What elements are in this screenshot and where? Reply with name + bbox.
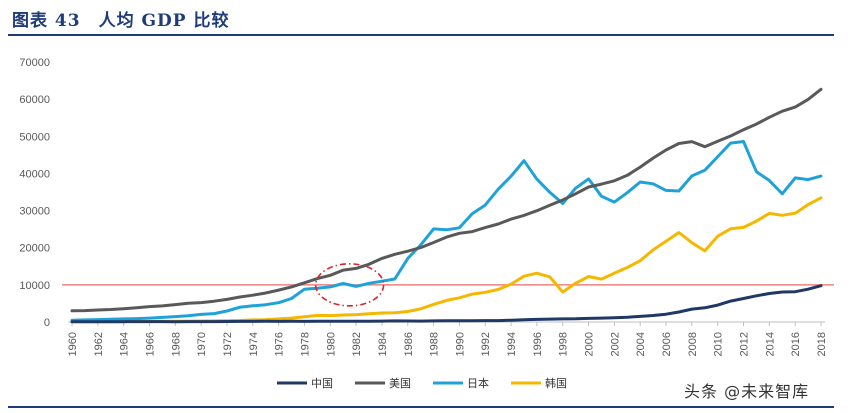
x-tick-label: 1984 bbox=[377, 332, 389, 356]
legend-label: 韩国 bbox=[545, 376, 567, 390]
y-axis: 0 10000 20000 30000 40000 50000 60000 70000 bbox=[19, 57, 50, 329]
x-tick-label: 1992 bbox=[480, 332, 492, 356]
series-line-usa bbox=[70, 87, 823, 313]
x-tick-label: 2004 bbox=[635, 332, 647, 356]
highlight-ellipse bbox=[314, 263, 385, 307]
legend-label: 美国 bbox=[389, 377, 411, 390]
x-tick-label: 1998 bbox=[558, 332, 570, 356]
chart-title: 图表 43 人均 GDP 比较 bbox=[12, 11, 230, 31]
x-tick-label: 1978 bbox=[299, 332, 311, 356]
x-tick-label: 1964 bbox=[119, 332, 131, 356]
y-tick-label: 70000 bbox=[19, 57, 50, 69]
series-line-china bbox=[70, 284, 823, 324]
x-tick-label: 1968 bbox=[170, 332, 182, 356]
x-tick-label: 2008 bbox=[687, 332, 699, 356]
x-tick-label: 1966 bbox=[144, 332, 156, 356]
x-tick-label: 1990 bbox=[454, 332, 466, 356]
x-tick-label: 1994 bbox=[506, 332, 518, 356]
y-tick-label: 30000 bbox=[19, 206, 50, 218]
x-tick-label: 2012 bbox=[739, 332, 751, 356]
y-tick-label: 20000 bbox=[19, 243, 50, 255]
y-tick-label: 40000 bbox=[19, 168, 50, 180]
x-tick-label: 2010 bbox=[713, 332, 725, 356]
x-tick-label: 2000 bbox=[584, 332, 596, 356]
x-tick-label: 1980 bbox=[325, 332, 337, 356]
x-axis: 1960 1962 1964 1966 1968 1970 1972 1974 1976 1978… bbox=[67, 321, 828, 356]
top-divider bbox=[8, 34, 834, 36]
x-tick-label: 1996 bbox=[532, 332, 544, 356]
x-tick-label: 1972 bbox=[222, 332, 234, 356]
series-line-japan bbox=[70, 140, 823, 322]
x-tick-label: 2014 bbox=[764, 332, 776, 356]
legend: 中国 美国 日本 韩国 bbox=[277, 376, 567, 390]
x-tick-label: 1974 bbox=[248, 332, 260, 356]
x-tick-label: 1970 bbox=[196, 332, 208, 356]
x-tick-label: 1988 bbox=[429, 332, 441, 356]
header: 图表 43 人均 GDP 比较 bbox=[0, 0, 859, 44]
x-tick-label: 1982 bbox=[351, 332, 363, 356]
x-tick-label: 1960 bbox=[67, 332, 79, 356]
x-tick-label: 2016 bbox=[790, 332, 802, 356]
y-tick-label: 10000 bbox=[19, 280, 50, 292]
x-tick-label: 1962 bbox=[93, 332, 105, 356]
x-tick-label: 2002 bbox=[609, 332, 621, 356]
y-tick-label: 0 bbox=[44, 317, 50, 329]
series-layer bbox=[70, 87, 823, 324]
y-tick-label: 50000 bbox=[19, 131, 50, 143]
y-tick-label: 60000 bbox=[19, 94, 50, 106]
legend-label: 日本 bbox=[467, 376, 489, 390]
x-tick-label: 1976 bbox=[274, 332, 286, 356]
x-tick-label: 1986 bbox=[403, 332, 415, 356]
x-tick-label: 2018 bbox=[816, 332, 828, 356]
watermark-text: 头条 @未来智库 bbox=[684, 382, 810, 401]
x-tick-label: 2006 bbox=[661, 332, 673, 356]
legend-label: 中国 bbox=[311, 377, 333, 390]
bottom-divider bbox=[8, 406, 834, 408]
annotation-layer bbox=[314, 263, 385, 307]
